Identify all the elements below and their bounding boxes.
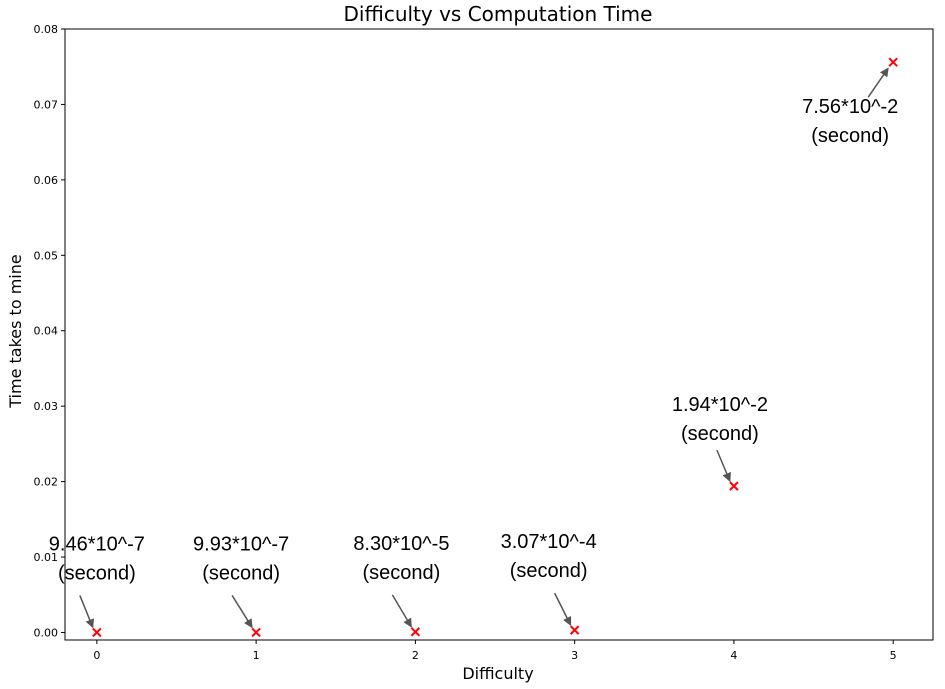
data-point: [729, 481, 739, 491]
annotation-value: 1.94*10^-2: [672, 394, 768, 416]
data-point: [569, 625, 580, 635]
y-tick-label: 0.05: [34, 249, 59, 262]
x-tick-label: 5: [890, 649, 897, 662]
annotation-arrow: [553, 592, 572, 626]
annotation-unit: (second): [202, 562, 280, 584]
x-tick-label: 3: [571, 649, 578, 662]
annotation-arrow: [231, 595, 253, 629]
annotation-value: 8.30*10^-5: [353, 533, 449, 555]
y-tick-label: 0.02: [34, 476, 59, 489]
x-tick-label: 0: [93, 649, 100, 662]
annotation-arrow: [391, 594, 413, 628]
annotation-unit: (second): [58, 562, 136, 584]
y-tick-label: 0.04: [34, 325, 59, 338]
annotation-arrow: [716, 449, 731, 482]
data-point: [888, 57, 898, 67]
x-tick-label: 2: [412, 649, 419, 662]
annotation-unit: (second): [362, 562, 440, 584]
annotation-unit: (second): [510, 560, 588, 582]
y-axis-label: Time takes to mine: [6, 254, 25, 408]
plot-axes: 0 1 2 3 4 5 0.00 0.01 0.02 0.03 0.04 0.05 0.06 0.07 0.…: [34, 23, 934, 662]
annotation-arrow: [867, 67, 889, 98]
data-point: [410, 627, 421, 637]
y-tick-label: 0.08: [34, 23, 59, 36]
annotation-value: 3.07*10^-4: [501, 531, 597, 553]
annotation-value: 9.93*10^-7: [193, 533, 289, 555]
annotation-arrow: [79, 595, 94, 629]
annotation-value: 9.46*10^-7: [49, 533, 145, 555]
x-axis-label: Difficulty: [462, 664, 533, 683]
annotations: 9.46*10^-7 (second) 9.93*10^-7 (second) 8.30…: [49, 67, 898, 629]
chart-title: Difficulty vs Computation Time: [344, 2, 653, 26]
plot-frame: [64, 28, 934, 641]
y-tick-label: 0.07: [34, 98, 59, 111]
data-marks: [92, 57, 898, 638]
annotation-unit: (second): [811, 125, 889, 147]
y-tick-label: 0.01: [34, 551, 59, 564]
y-tick-label: 0.06: [34, 174, 59, 187]
data-point: [92, 627, 102, 638]
x-tick-label: 4: [730, 649, 737, 662]
annotation-value: 7.56*10^-2: [802, 96, 898, 118]
x-tick-label: 1: [253, 649, 260, 662]
y-tick-label: 0.03: [34, 400, 59, 413]
y-tick-label: 0.00: [34, 626, 59, 639]
data-point: [251, 627, 261, 638]
annotation-unit: (second): [681, 423, 759, 445]
